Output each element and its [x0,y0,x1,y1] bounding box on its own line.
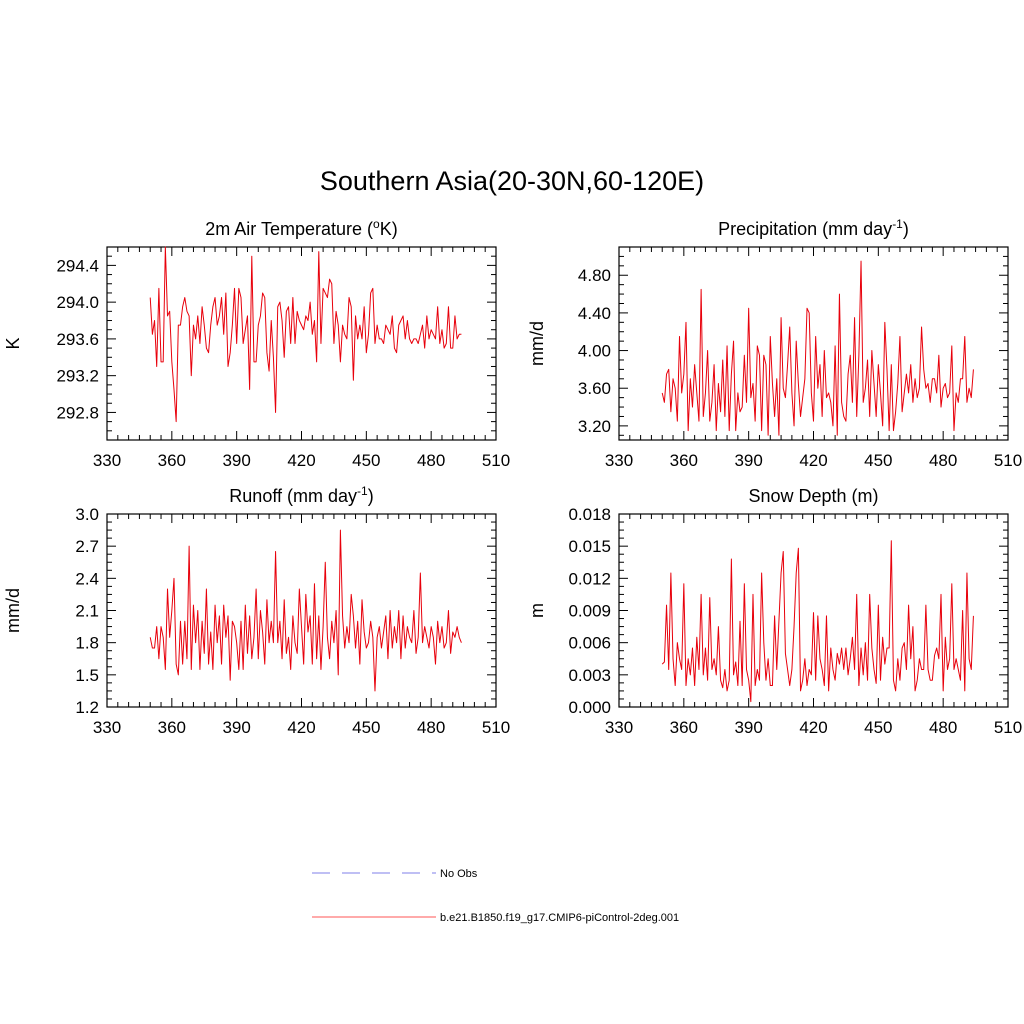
x-tick-label: 510 [482,718,510,737]
y-axis-label: mm/d [527,321,547,366]
x-tick-label: 450 [864,718,892,737]
panel-title: Precipitation (mm day-1) [718,217,909,239]
x-tick-label: 330 [605,718,633,737]
x-tick-label: 360 [158,718,186,737]
panel-title: Snow Depth (m) [748,486,878,506]
y-tick-label: 2.1 [75,602,99,621]
y-tick-label: 294.4 [56,256,99,275]
y-tick-label: 294.0 [56,293,99,312]
y-tick-label: 0.000 [568,698,611,717]
y-tick-label: 3.20 [578,417,611,436]
legend-model-label: b.e21.B1850.f19_g17.CMIP6-piControl-2deg… [440,912,679,924]
x-tick-label: 390 [734,451,762,470]
y-axis-label: m [527,603,547,618]
x-tick-label: 450 [352,451,380,470]
plot-frame [618,513,1009,708]
chart-panel-4: 330 360 390 420 450 480 510 0.000 0.003 0.006 0.00… [527,486,1022,737]
series-line [149,246,462,423]
x-tick-label: 360 [158,451,186,470]
x-tick-label: 510 [482,451,510,470]
y-tick-label: 2.4 [75,569,99,588]
y-tick-label: 1.8 [75,634,99,653]
x-tick-label: 390 [222,451,250,470]
x-tick-label: 420 [287,451,315,470]
x-tick-label: 480 [929,451,957,470]
chart-panel-2: 330 360 390 420 450 480 510 3.20 3.60 4.00 4.40 4.8… [527,217,1022,470]
y-tick-label: 0.009 [568,602,611,621]
x-tick-label: 510 [994,451,1022,470]
x-tick-label: 330 [93,451,121,470]
y-tick-label: 4.40 [578,304,611,323]
panel-title: 2m Air Temperature (oK) [205,217,397,239]
y-tick-label: 3.60 [578,379,611,398]
y-tick-label: 2.7 [75,537,99,556]
x-tick-label: 450 [352,718,380,737]
x-tick-label: 510 [994,718,1022,737]
y-tick-label: 293.6 [56,330,99,349]
y-tick-label: 0.018 [568,505,611,524]
chart-panel-1: 330 360 390 420 450 480 510 292.8 293.2 293.6 294.… [3,217,510,470]
legend-obs-label: No Obs [440,868,478,880]
x-tick-label: 330 [93,718,121,737]
x-tick-label: 480 [929,718,957,737]
y-tick-label: 3.0 [75,505,99,524]
legend: No Obs b.e21.B1850.f19_g17.CMIP6-piContr… [312,868,679,924]
plot-frame [106,513,497,708]
x-tick-label: 360 [670,718,698,737]
x-tick-label: 480 [417,718,445,737]
y-tick-label: 293.2 [56,367,99,386]
y-tick-label: 1.2 [75,698,99,717]
x-tick-label: 360 [670,451,698,470]
y-tick-label: 0.012 [568,569,611,588]
y-tick-label: 4.80 [578,266,611,285]
x-tick-label: 480 [417,451,445,470]
y-axis-label: K [3,337,23,349]
x-tick-label: 420 [287,718,315,737]
x-tick-label: 390 [222,718,250,737]
y-tick-label: 292.8 [56,403,99,422]
plot-frame [106,246,497,441]
x-tick-label: 420 [799,718,827,737]
x-tick-label: 330 [605,451,633,470]
y-tick-label: 0.006 [568,634,611,653]
series-line [661,260,974,436]
y-tick-label: 0.015 [568,537,611,556]
series-line [661,540,974,703]
y-tick-label: 1.5 [75,666,99,685]
y-axis-label: mm/d [3,588,23,633]
page-title: Southern Asia(20-30N,60-120E) [319,166,705,196]
x-tick-label: 450 [864,451,892,470]
x-tick-label: 420 [799,451,827,470]
panel-title: Runoff (mm day-1) [229,484,373,506]
x-tick-label: 390 [734,718,762,737]
series-line [149,529,462,692]
y-tick-label: 0.003 [568,666,611,685]
y-tick-label: 4.00 [578,342,611,361]
chart-panel-3: 330 360 390 420 450 480 510 1.2 1.5 1.8 2.1 2.4 2.7 3… [3,484,510,737]
